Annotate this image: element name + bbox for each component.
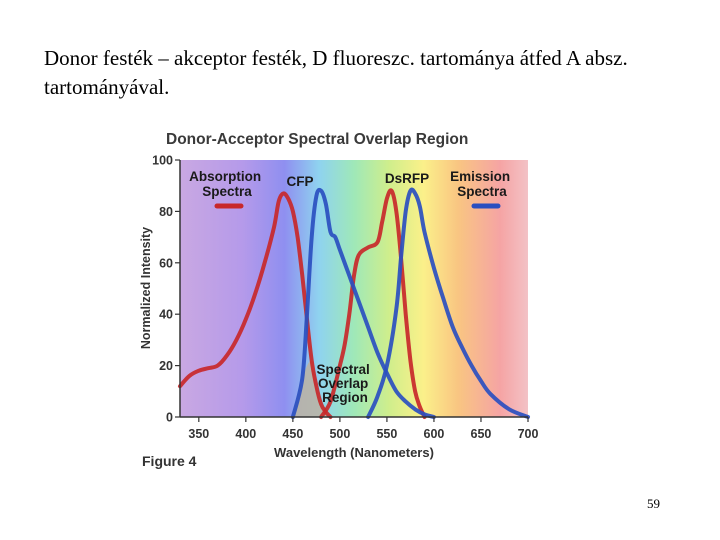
- y-tick-label: 80: [159, 205, 173, 219]
- legend-emission-line1: Emission: [450, 169, 510, 184]
- x-tick-label: 450: [282, 427, 303, 441]
- x-tick-label: 400: [235, 427, 256, 441]
- y-tick-label: 0: [166, 411, 173, 425]
- overlap-region-fill: [292, 360, 331, 417]
- figure-label: Figure 4: [142, 453, 197, 469]
- annotation-dsrfp: DsRFP: [385, 171, 429, 186]
- dsrfp-absorption-curve: [319, 188, 427, 419]
- x-axis-label: Wavelength (Nanometers): [274, 445, 434, 460]
- spectral-overlap-chart: Donor-Acceptor Spectral Overlap Region 0…: [139, 131, 538, 469]
- page-number: 59: [647, 496, 660, 511]
- y-tick-label: 100: [152, 154, 173, 168]
- legend-absorption-line1: Absorption: [189, 169, 261, 184]
- y-tick-label: 60: [159, 256, 173, 270]
- x-tick-label: 700: [518, 427, 539, 441]
- x-tick-label: 500: [329, 427, 350, 441]
- x-tick-label: 550: [376, 427, 397, 441]
- x-tick-label: 600: [424, 427, 445, 441]
- slide-text: Donor festék – akceptor festék, D fluore…: [44, 46, 628, 99]
- x-tick-label: 350: [188, 427, 209, 441]
- series-layer: [178, 187, 530, 419]
- overlap-layer: [292, 360, 331, 417]
- legend-emission-label: Emission Spectra: [450, 169, 514, 199]
- y-tick-label: 40: [159, 308, 173, 322]
- annotation-cfp: CFP: [287, 174, 314, 189]
- annotation-overlap-line1: Spectral: [316, 362, 369, 377]
- annotation-overlap-line3: Region: [322, 390, 368, 405]
- legend-absorption-label: Absorption Spectra: [189, 169, 265, 199]
- cfp-emission-curve: [290, 187, 436, 419]
- dsrfp-emission-curve: [366, 187, 530, 419]
- y-axis-label: Normalized Intensity: [139, 227, 153, 349]
- x-tick-group: 350 400 450 500 550 600 650 700: [188, 417, 538, 441]
- y-tick-group: 0 20 40 60 80 100: [152, 154, 180, 425]
- x-tick-label: 650: [471, 427, 492, 441]
- legend-emission-line2: Spectra: [457, 184, 507, 199]
- cfp-absorption-curve: [178, 191, 333, 419]
- y-tick-label: 20: [159, 359, 173, 373]
- annotation-overlap-line2: Overlap: [318, 376, 368, 391]
- legend-absorption-line2: Spectra: [202, 184, 252, 199]
- annotation-overlap: Spectral Overlap Region: [316, 362, 373, 405]
- chart-title: Donor-Acceptor Spectral Overlap Region: [166, 131, 468, 148]
